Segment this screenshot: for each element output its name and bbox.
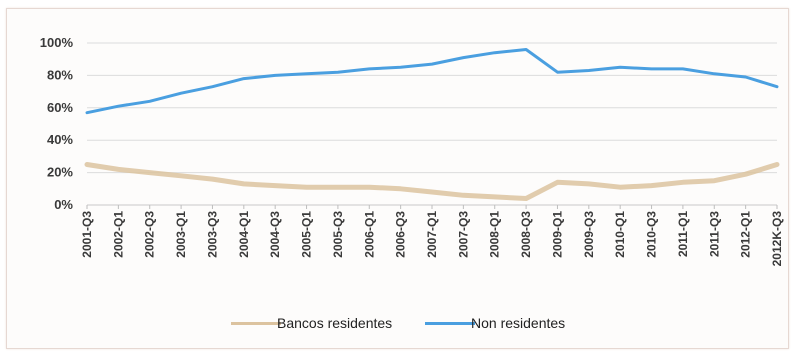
x-tick-label: 2004-Q3	[268, 211, 282, 258]
x-tick-label: 2012K-Q3	[770, 211, 784, 267]
x-tick-label: 2011-Q1	[676, 211, 690, 257]
x-tick-label: 2007-Q1	[425, 211, 439, 258]
x-tick-label: 2003-Q1	[174, 211, 188, 258]
x-tick-label: 2007-Q3	[456, 211, 470, 258]
x-tick-label: 2008-Q3	[519, 211, 533, 258]
x-tick-label: 2010-Q3	[645, 211, 659, 258]
y-tick-label: 100%	[40, 35, 74, 50]
x-tick-label: 2002-Q1	[111, 211, 125, 258]
y-tick-label: 80%	[47, 67, 73, 82]
x-tick-label: 2009-Q3	[582, 211, 596, 258]
x-tick-label: 2002-Q3	[143, 211, 157, 258]
x-tick-label: 2003-Q3	[205, 211, 219, 258]
y-tick-label: 0%	[54, 197, 73, 212]
x-tick-label: 2008-Q1	[488, 211, 502, 258]
legend-swatch-non-residentes	[425, 322, 475, 325]
x-axis: 2001-Q3 2002-Q1 2002-Q3 2003-Q1 2003-Q3 2004-…	[80, 205, 784, 266]
x-tick-label: 2009-Q1	[550, 211, 564, 258]
y-tick-label: 40%	[47, 132, 73, 147]
series-line-non-residentes	[85, 48, 779, 115]
grid-lines	[87, 42, 777, 206]
chart-frame: 0% 20% 40% 60% 80% 100% 2001-Q3 2002-Q1 2002-Q3…	[6, 8, 789, 349]
series-line-bancos-residentes	[84, 162, 780, 201]
x-tick-label: 2006-Q1	[362, 211, 376, 258]
x-tick-label: 2004-Q1	[237, 211, 251, 258]
x-tick-label: 2010-Q1	[613, 211, 627, 258]
y-tick-label: 60%	[47, 100, 73, 115]
legend-swatch-bancos-residentes	[231, 322, 281, 325]
x-tick-label: 2005-Q3	[331, 211, 345, 258]
series-lines	[84, 48, 780, 201]
x-tick-label: 2001-Q3	[80, 211, 94, 258]
legend-label-bancos-residentes: Bancos residentes	[277, 315, 393, 331]
x-tick-label: 2005-Q1	[300, 211, 314, 258]
y-axis: 0% 20% 40% 60% 80% 100%	[40, 35, 74, 212]
x-tick-label: 2011-Q3	[707, 211, 721, 257]
x-tick-label: 2006-Q3	[394, 211, 408, 258]
y-tick-label: 20%	[47, 165, 73, 180]
legend-label-non-residentes: Non residentes	[471, 315, 566, 331]
x-tick-label: 2012-Q1	[739, 211, 753, 258]
line-chart: 0% 20% 40% 60% 80% 100% 2001-Q3 2002-Q1 2002-Q3…	[40, 35, 784, 266]
